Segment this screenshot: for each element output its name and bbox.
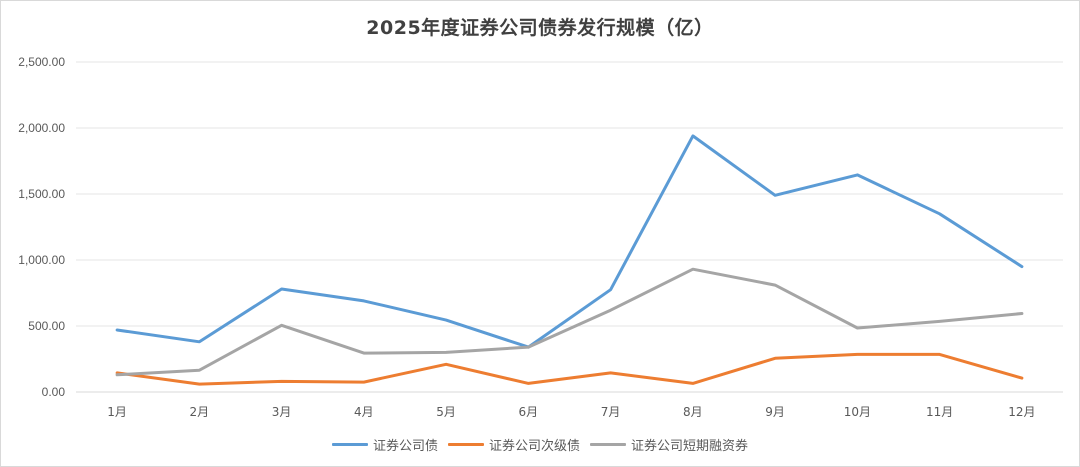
x-tick-label: 6月	[519, 405, 539, 419]
x-tick-label: 10月	[844, 405, 871, 419]
x-tick-label: 4月	[354, 405, 374, 419]
legend-swatch-icon	[447, 443, 484, 446]
series-lines	[115, 134, 1024, 386]
y-tick-label: 2,000.00	[18, 121, 65, 135]
x-tick-label: 9月	[765, 405, 785, 419]
legend-item[interactable]: 证券公司短期融资券	[590, 435, 748, 454]
y-tick-label: 1,500.00	[18, 187, 65, 201]
x-tick-label: 7月	[601, 405, 621, 419]
x-tick-label: 8月	[683, 405, 703, 419]
y-tick-label: 1,000.00	[18, 253, 65, 267]
y-tick-label: 0.00	[42, 385, 66, 399]
legend-item[interactable]: 证券公司债	[331, 435, 438, 454]
y-axis-ticks: 0.00 500.00 1,000.00 1,500.00 2,000.00 2,500.…	[18, 55, 65, 399]
legend-label: 证券公司债	[372, 439, 438, 454]
legend-label: 证券公司次级债	[488, 439, 580, 454]
line-chart-plot: 0.00 500.00 1,000.00 1,500.00 2,000.00 2,500.…	[18, 55, 1063, 419]
series-line	[115, 352, 1024, 386]
legend-item[interactable]: 证券公司次级债	[447, 435, 580, 454]
x-tick-label: 12月	[1008, 405, 1035, 419]
x-tick-label: 3月	[272, 405, 292, 419]
x-tick-label: 2月	[190, 405, 210, 419]
legend-swatch-icon	[590, 443, 626, 446]
chart-title: 2025年度证券公司债券发行规模（亿）	[366, 17, 714, 39]
chart-legend: 证券公司债 证券公司次级债 证券公司短期融资券	[1, 435, 1079, 454]
x-tick-label: 11月	[926, 405, 953, 419]
y-tick-label: 2,500.00	[18, 55, 65, 69]
gridlines	[76, 61, 1063, 393]
legend-swatch-icon	[331, 443, 368, 446]
y-tick-label: 500.00	[28, 319, 65, 333]
x-tick-label: 1月	[107, 405, 127, 419]
legend-label: 证券公司短期融资券	[631, 439, 749, 454]
x-axis-ticks: 1月 2月 3月 4月 5月 6月 7月 8月 9月 10月 11月 12月	[107, 405, 1035, 419]
series-line	[115, 134, 1024, 349]
x-tick-label: 5月	[436, 405, 456, 419]
series-line	[115, 267, 1024, 377]
